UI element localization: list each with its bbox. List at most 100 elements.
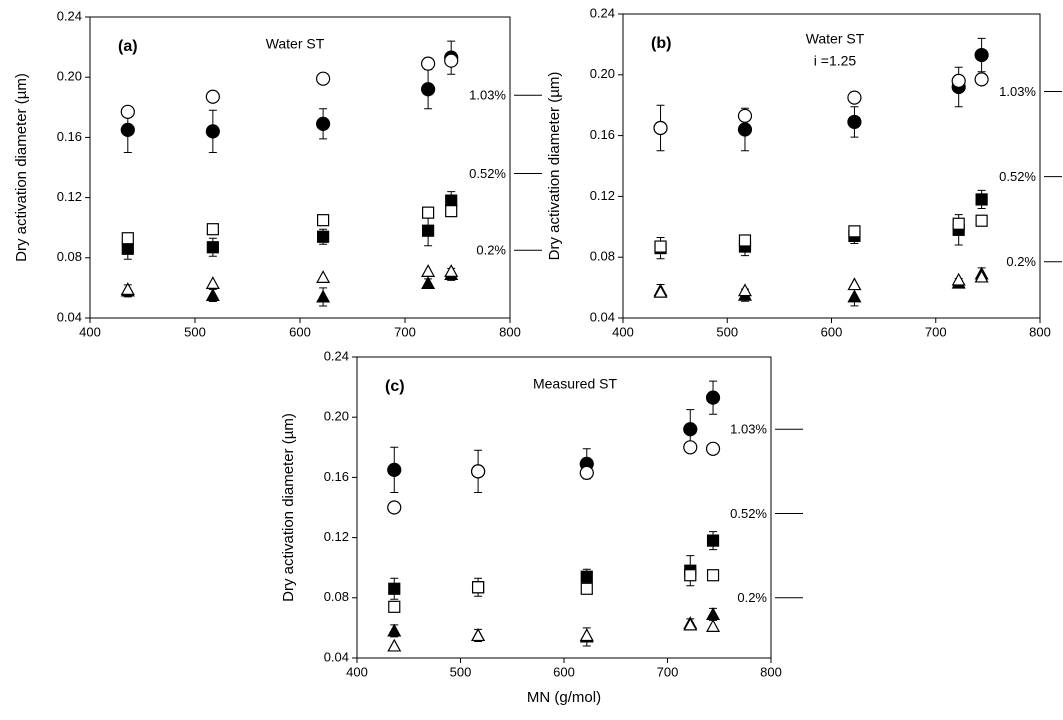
point — [737, 122, 753, 137]
panel-subtitle: i =1.25 — [814, 53, 857, 69]
annotation-label: 0.2% — [476, 243, 506, 258]
panel-label: (b) — [651, 35, 671, 52]
point — [952, 217, 965, 230]
x-axis-label: MN (g/mol) — [527, 689, 601, 706]
x-tick-label: 700 — [657, 664, 679, 679]
point — [706, 534, 720, 547]
panel-title: Measured ST — [533, 376, 617, 392]
y-tick-label: 0.08 — [57, 249, 82, 264]
point — [121, 232, 134, 245]
point — [974, 72, 989, 87]
point — [580, 582, 593, 595]
point — [206, 223, 219, 236]
x-tick-label: 400 — [612, 324, 634, 339]
x-tick-label: 500 — [716, 324, 738, 339]
point — [422, 224, 435, 237]
y-tick-label: 0.20 — [324, 409, 349, 424]
y-tick-label: 0.08 — [590, 249, 615, 264]
x-tick-label: 500 — [450, 664, 472, 679]
point — [683, 440, 698, 455]
point — [421, 276, 436, 289]
point — [683, 617, 698, 631]
point — [316, 116, 331, 131]
point — [683, 422, 698, 437]
point — [120, 122, 135, 137]
point — [975, 193, 988, 206]
y-tick-label: 0.24 — [57, 8, 82, 23]
point — [705, 390, 721, 405]
point — [205, 276, 220, 289]
point — [848, 225, 861, 238]
y-tick-label: 0.24 — [324, 348, 349, 363]
point — [421, 264, 436, 277]
x-tick-label: 700 — [394, 324, 416, 339]
point — [445, 205, 458, 218]
y-tick-label: 0.24 — [590, 5, 615, 20]
y-tick-label: 0.20 — [57, 69, 82, 84]
y-axis-label: Dry activation diameter (µm) — [280, 413, 297, 602]
x-tick-label: 700 — [925, 324, 947, 339]
point — [120, 282, 135, 296]
point — [121, 242, 134, 255]
y-tick-label: 0.20 — [590, 66, 615, 81]
point — [951, 272, 966, 286]
point — [316, 270, 331, 283]
point — [387, 500, 402, 515]
annotation-label: 0.52% — [469, 166, 506, 181]
point — [951, 73, 966, 88]
point — [705, 441, 721, 456]
point — [975, 214, 988, 227]
x-tick-label: 400 — [346, 664, 368, 679]
point — [974, 47, 989, 63]
y-tick-label: 0.16 — [324, 469, 349, 484]
point — [706, 569, 720, 582]
point — [579, 628, 594, 642]
point — [684, 569, 697, 582]
point — [706, 619, 721, 632]
point — [316, 289, 331, 303]
y-axis-label: Dry activation diameter (µm) — [13, 73, 30, 262]
annotation-label: 0.2% — [737, 590, 767, 605]
annotation-label: 0.2% — [1006, 254, 1036, 269]
point — [580, 570, 593, 583]
panel-label: (a) — [118, 38, 138, 55]
point — [422, 206, 435, 219]
panel-title: Water ST — [806, 31, 865, 47]
point — [974, 269, 989, 283]
point — [205, 89, 220, 104]
point — [316, 71, 331, 86]
x-tick-label: 600 — [289, 324, 311, 339]
annotation-label: 0.52% — [999, 169, 1036, 184]
point — [471, 628, 486, 642]
point — [421, 82, 436, 97]
panel-label: (c) — [385, 378, 405, 395]
point — [847, 90, 862, 105]
y-tick-label: 0.04 — [590, 309, 615, 324]
point — [653, 284, 668, 298]
point — [847, 289, 862, 303]
point — [653, 120, 668, 136]
point — [388, 600, 401, 613]
point — [847, 277, 862, 291]
y-tick-label: 0.16 — [57, 129, 82, 144]
x-tick-label: 800 — [1029, 324, 1051, 339]
point — [387, 638, 402, 652]
point — [205, 288, 220, 302]
x-tick-label: 400 — [79, 324, 101, 339]
point — [737, 108, 753, 123]
point — [205, 124, 220, 139]
annotation-label: 1.03% — [999, 84, 1036, 99]
annotation-label: 1.03% — [469, 88, 506, 103]
y-tick-label: 0.12 — [57, 189, 82, 204]
point — [847, 114, 862, 130]
point — [579, 465, 594, 480]
y-tick-label: 0.16 — [590, 127, 615, 142]
point — [387, 462, 402, 477]
point — [421, 56, 436, 71]
point — [471, 581, 485, 594]
x-tick-label: 500 — [184, 324, 206, 339]
point — [706, 607, 721, 620]
y-tick-label: 0.12 — [324, 529, 349, 544]
y-tick-label: 0.04 — [324, 649, 349, 664]
